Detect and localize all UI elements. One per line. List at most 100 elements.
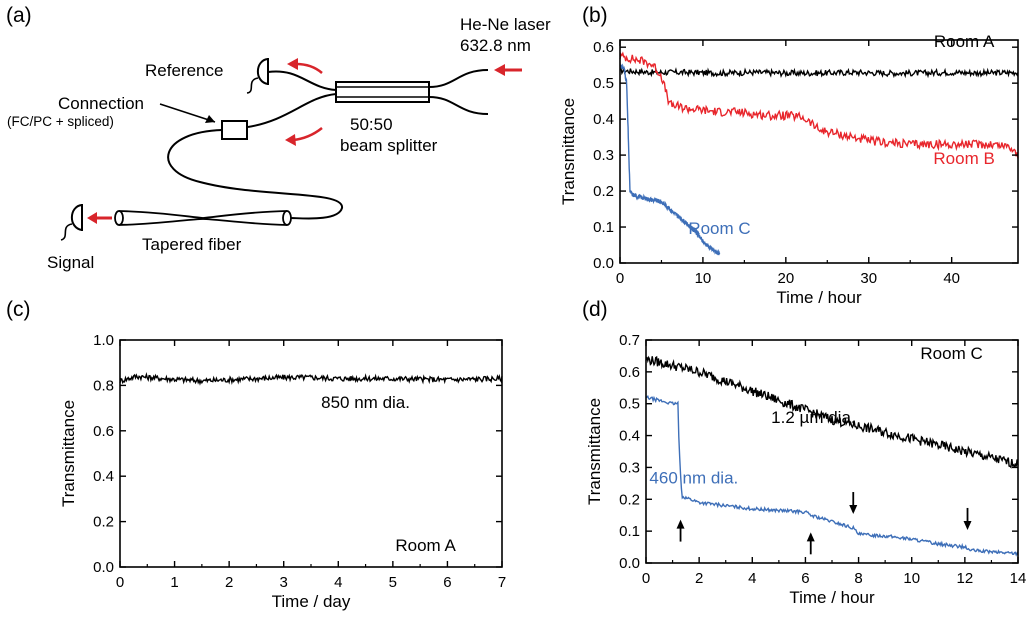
- y-tick-label: 0.6: [619, 364, 640, 381]
- signal-detector-icon: [70, 204, 83, 231]
- event-arrowhead: [676, 519, 685, 529]
- x-tick-label: 30: [860, 270, 877, 287]
- y-tick-label: 0.2: [593, 183, 614, 200]
- chart-b: 0 10 20 30 40 0.0 0.1 0.2 0.3 0.4 0.5 0.6 Time / hou…: [559, 32, 1019, 307]
- x-tick-label: 3: [280, 574, 288, 591]
- annotation-label: Room C: [920, 344, 982, 363]
- y-tick-label: 0.4: [93, 468, 114, 485]
- x-tick-label: 12: [957, 570, 974, 587]
- panel-d-letter: (d): [582, 298, 608, 321]
- unused-output-fiber: [428, 96, 489, 115]
- series-line-room-b: [619, 51, 1019, 159]
- y-tick-label: 1.0: [93, 332, 114, 349]
- signal-label: Signal: [47, 253, 94, 272]
- y-tick-label: 0.4: [593, 111, 614, 128]
- x-tick-label: 5: [389, 574, 397, 591]
- light-direction-arrows: [87, 58, 522, 224]
- reference-detector-cable: [246, 77, 259, 94]
- x-tick-label: 1: [170, 574, 178, 591]
- x-tick-label: 0: [642, 570, 650, 587]
- x-axis-title: Time / day: [272, 592, 351, 611]
- chart-d: 0 2 4 6 8 10 12 14 0.0 0.1 0.2 0.3 0.4 0.5 0.6 0.7 Time …: [585, 332, 1026, 607]
- x-tick-label: 0: [116, 574, 124, 591]
- x-tick-label: 7: [498, 574, 506, 591]
- y-tick-label: 0.7: [619, 332, 640, 349]
- signal-fiber-upper: [247, 93, 337, 128]
- event-arrowhead: [963, 520, 972, 530]
- plot-frame: [119, 339, 503, 568]
- series-line-room-a: [619, 65, 1019, 79]
- annotation-label: 1.2 µm dia.: [771, 408, 855, 427]
- y-tick-label: 0.0: [593, 255, 614, 272]
- x-tick-label: 2: [225, 574, 233, 591]
- reference-label: Reference: [145, 61, 223, 80]
- y-tick-label: 0.5: [619, 396, 640, 413]
- y-tick-label: 0.2: [93, 514, 114, 531]
- fiber-loop: [167, 129, 343, 220]
- connection-box: [221, 120, 248, 140]
- splitter-label: beam splitter: [340, 136, 438, 155]
- annotation-label: Room B: [933, 149, 994, 168]
- y-tick-label: 0.5: [593, 75, 614, 92]
- y-tick-label: 0.4: [619, 428, 640, 445]
- y-tick-label: 0.1: [593, 219, 614, 236]
- laser-input-arrowhead: [494, 64, 505, 76]
- annotation-label: Room C: [688, 219, 750, 238]
- connection-detail-label: (FC/PC + spliced): [7, 114, 114, 129]
- panel-a-letter: (a): [6, 4, 32, 27]
- tapered-fiber-icon: [114, 210, 292, 226]
- x-tick-label: 4: [334, 574, 342, 591]
- x-tick-label: 2: [695, 570, 703, 587]
- y-axis-title: Transmittance: [559, 98, 578, 205]
- plot-frame: [619, 39, 1019, 264]
- signal-return-arrow-shaft: [292, 127, 323, 142]
- laser-label: He-Ne laser: [460, 15, 551, 34]
- signal-detector-cable: [60, 223, 73, 241]
- reference-fiber: [267, 70, 337, 91]
- panel-a-schematic: (a): [6, 4, 551, 272]
- y-tick-label: 0.6: [93, 423, 114, 440]
- chart-c: 0 1 2 3 4 5 6 7 0.0 0.2 0.4 0.6 0.8 1.0 Time / day Tran…: [59, 332, 506, 611]
- y-axis-title: Transmittance: [585, 398, 604, 505]
- splitter-ratio-label: 50:50: [350, 115, 393, 134]
- y-tick-label: 0.0: [93, 559, 114, 576]
- series-line-460-nm-dia: [645, 395, 1019, 557]
- y-axis-title: Transmittance: [59, 400, 78, 507]
- y-tick-label: 0.3: [593, 147, 614, 164]
- series-line-room-c: [619, 62, 721, 256]
- reference-arrowhead: [287, 58, 298, 70]
- y-tick-label: 0.6: [593, 39, 614, 56]
- x-tick-label: 8: [854, 570, 862, 587]
- x-tick-label: 0: [616, 270, 624, 287]
- x-tick-label: 10: [695, 270, 712, 287]
- event-arrowhead: [806, 532, 815, 542]
- beam-splitter-box: [335, 81, 430, 103]
- y-tick-label: 0.8: [93, 377, 114, 394]
- annotation-label: 850 nm dia.: [321, 393, 410, 412]
- laser-input-fiber: [428, 69, 489, 88]
- x-tick-label: 6: [801, 570, 809, 587]
- annotation-label: 460 nm dia.: [649, 468, 738, 487]
- signal-return-arrowhead: [285, 134, 296, 146]
- y-tick-label: 0.2: [619, 491, 640, 508]
- y-tick-label: 0.3: [619, 459, 640, 476]
- reference-detector-icon: [256, 58, 269, 85]
- event-arrowhead: [849, 505, 858, 515]
- x-tick-label: 4: [748, 570, 756, 587]
- wavelength-label: 632.8 nm: [460, 36, 531, 55]
- x-tick-label: 14: [1010, 570, 1027, 587]
- y-tick-label: 0.0: [619, 555, 640, 572]
- annotation-label: Room A: [934, 32, 995, 51]
- annotation-label: Room A: [395, 536, 456, 555]
- connection-pointer-arrowhead: [205, 115, 215, 123]
- panel-c-letter: (c): [6, 298, 31, 321]
- panel-b-letter: (b): [582, 4, 608, 27]
- x-tick-label: 20: [777, 270, 794, 287]
- x-axis-title: Time / hour: [776, 288, 862, 307]
- series-line-1-2-m-dia: [645, 355, 1019, 469]
- tapered-fiber-label: Tapered fiber: [142, 235, 242, 254]
- x-tick-label: 40: [943, 270, 960, 287]
- x-tick-label: 10: [903, 570, 920, 587]
- connection-label: Connection: [58, 94, 144, 113]
